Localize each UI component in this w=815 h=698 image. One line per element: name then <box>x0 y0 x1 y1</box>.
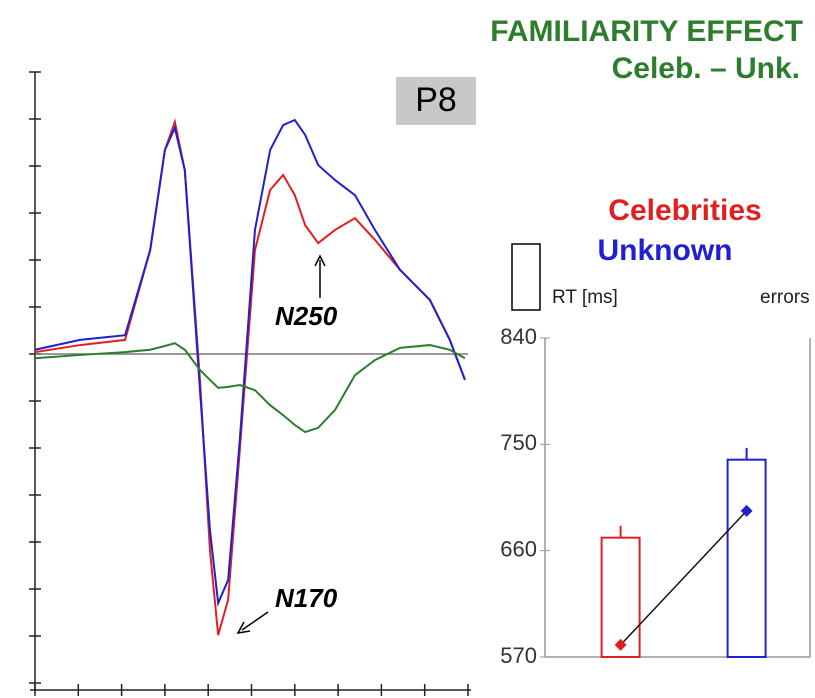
bar <box>726 458 767 658</box>
arrow <box>241 611 269 631</box>
y-tick-label: 660 <box>500 536 537 561</box>
legend-label: RT [ms] <box>552 287 618 308</box>
arrow-head <box>236 621 251 634</box>
legend-label: Unknown <box>598 234 733 267</box>
legend-swatch <box>511 243 541 311</box>
error-rate-marker <box>614 638 627 651</box>
annotation: N250 <box>275 301 338 331</box>
legend-label: errors <box>760 287 810 308</box>
chart-subtitle: Celeb. – Unk. <box>612 52 800 85</box>
legend-label: Celebrities <box>608 194 761 227</box>
connector <box>620 510 748 646</box>
waveform <box>34 118 466 636</box>
error-rate-marker <box>740 504 753 517</box>
y-tick-label: 570 <box>500 643 537 668</box>
electrode-label: P8 <box>415 81 457 119</box>
annotation: N170 <box>275 583 338 613</box>
waveform <box>34 342 466 434</box>
label-box <box>396 77 476 125</box>
arrow-head <box>314 254 326 267</box>
chart-title: FAMILIARITY EFFECT <box>490 15 803 48</box>
y-tick-label: 750 <box>500 430 537 455</box>
y-tick-label: 840 <box>500 324 537 349</box>
waveform <box>34 118 466 607</box>
